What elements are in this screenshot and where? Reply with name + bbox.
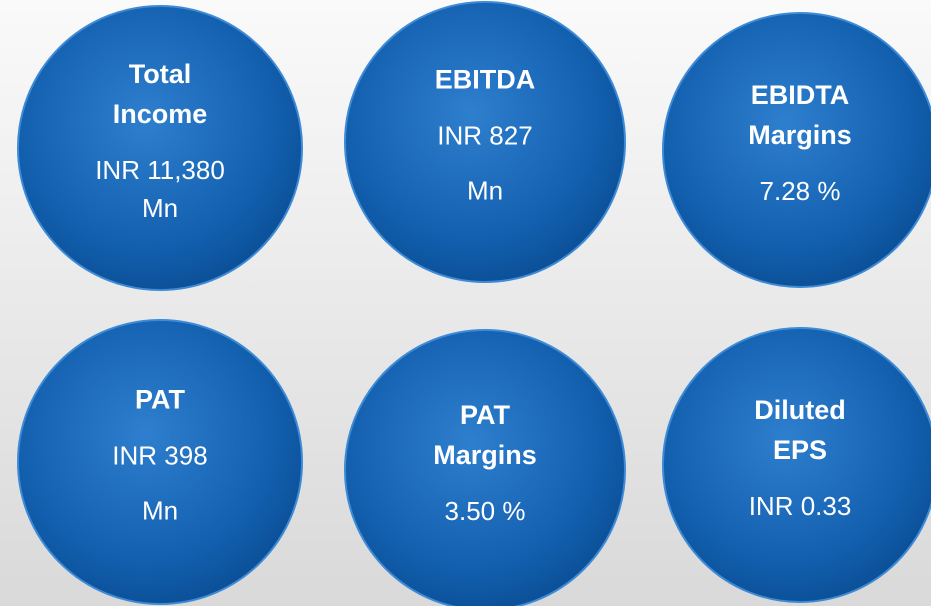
kpi-circle	[17, 319, 303, 605]
kpi-title: Total	[129, 59, 192, 89]
kpi-card: EBIDTA Margins 7.28 %	[662, 12, 931, 288]
kpi-card: EBITDA INR 827 Mn	[344, 1, 626, 283]
kpi-title: EPS	[773, 435, 827, 465]
kpi-circle	[344, 329, 626, 606]
kpi-value: INR 0.33	[749, 491, 852, 521]
kpi-title: EBITDA	[435, 65, 536, 95]
kpi-value: 7.28 %	[760, 176, 841, 206]
kpi-title: Income	[113, 99, 208, 129]
kpi-circle	[17, 5, 303, 291]
kpi-value: Mn	[142, 193, 178, 223]
kpi-circle	[344, 1, 626, 283]
kpi-title: Diluted	[754, 395, 846, 425]
kpi-value: INR 398	[112, 440, 207, 470]
kpi-card: Diluted EPS INR 0.33	[662, 327, 931, 603]
kpi-card: PAT Margins 3.50 %	[344, 329, 626, 606]
kpi-card: Total Income INR 11,380 Mn	[17, 5, 303, 291]
kpi-value: Mn	[142, 495, 178, 525]
kpi-title: PAT	[135, 385, 185, 415]
kpi-title: Margins	[748, 120, 852, 150]
kpi-value: INR 11,380	[95, 155, 225, 185]
kpi-title: Margins	[433, 440, 537, 470]
kpi-circle	[662, 327, 931, 603]
kpi-circle	[662, 12, 931, 288]
kpi-value: Mn	[467, 175, 503, 205]
kpi-value: 3.50 %	[445, 496, 526, 526]
kpi-value: INR 827	[437, 120, 532, 150]
kpi-title: PAT	[460, 400, 510, 430]
kpi-title: EBIDTA	[751, 80, 850, 110]
kpi-card: PAT INR 398 Mn	[17, 319, 303, 605]
